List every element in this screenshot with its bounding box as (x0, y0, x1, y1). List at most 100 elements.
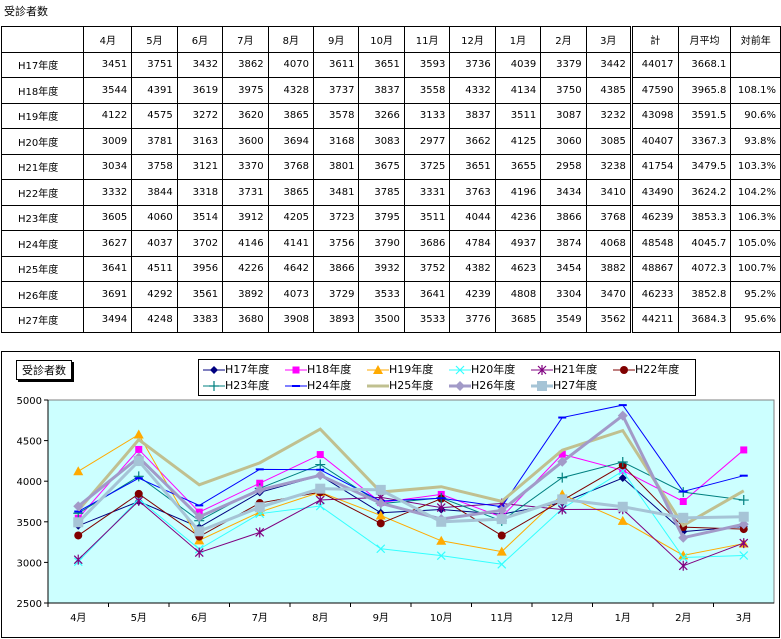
table-cell: 3500 (358, 306, 405, 333)
table-cell: 3479.5 (677, 153, 732, 180)
legend-label: H17年度 (225, 363, 270, 376)
table-cell: 3591.5 (677, 102, 732, 129)
table-cell: 3684.3 (677, 306, 732, 333)
legend-marker (210, 366, 218, 374)
table-cell: 3694 (267, 128, 315, 155)
row-label: H22年度 (0, 179, 85, 206)
legend-marker (620, 366, 628, 374)
column-header: 1月 (494, 26, 542, 53)
data-point (255, 527, 265, 538)
x-tick-label: 11月 (490, 612, 513, 624)
table-cell: 3083 (358, 128, 405, 155)
table-cell: 3750 (540, 77, 587, 104)
series-line (78, 404, 744, 512)
data-point (557, 472, 568, 483)
table-cell: 3837 (358, 77, 405, 104)
table-cell: 4045.7 (677, 230, 732, 257)
data-point (73, 501, 84, 512)
table-cell: 108.1% (730, 77, 781, 104)
row-label: H17年度 (0, 51, 85, 78)
table-cell: 3605 (83, 204, 133, 231)
table-cell: 3882 (585, 255, 632, 282)
table-cell: 3651 (358, 51, 405, 78)
data-point (738, 519, 749, 530)
table-cell: 3410 (585, 179, 632, 206)
data-point (316, 451, 324, 459)
table-header-row: 4月 5月 6月 7月 8月 9月 10月 11月 12月 1月 2月 3月計月平均 対前年 (0, 26, 781, 53)
table-row: H24年度 3627 4037 3702 4146 4141 3756 3790 3686 478… (0, 230, 781, 257)
table-cell: 3558 (403, 77, 451, 104)
table-row: H18年度 3544 4391 3619 3975 4328 3737 3837 3558 433… (0, 77, 781, 104)
table-cell: 3752 (403, 255, 451, 282)
column-header: 10月 (358, 26, 405, 53)
data-point (256, 479, 264, 487)
table-cell: 3865 (267, 179, 315, 206)
legend-swatch (285, 385, 307, 387)
table-cell: 3837 (449, 102, 496, 129)
y-tick-label: 4000 (17, 477, 42, 488)
column-header: 7月 (222, 26, 269, 53)
data-point (194, 526, 205, 537)
table-cell: 3862 (222, 51, 269, 78)
data-point (73, 554, 83, 565)
table-cell: 4141 (267, 230, 315, 257)
table-row: H20年度 3009 3781 3163 3600 3694 3168 3083 2977 366… (0, 128, 781, 155)
data-point (133, 456, 144, 467)
table-cell: 2958 (540, 153, 587, 180)
table-cell: 3600 (222, 128, 269, 155)
data-point (617, 501, 628, 512)
data-point (557, 504, 567, 515)
table-cell: 3641 (403, 281, 451, 308)
table-cell: 3562 (585, 306, 632, 333)
legend-marker (373, 365, 383, 374)
row-label: H26年度 (0, 281, 85, 308)
table-cell: 4196 (494, 179, 542, 206)
legend-swatch (367, 365, 389, 374)
legend-item: H17年度 (203, 361, 269, 377)
table-cell: 3367.3 (677, 128, 732, 155)
column-header: 11月 (403, 26, 451, 53)
table-cell: 3561 (176, 281, 224, 308)
table-cell: 3751 (131, 51, 178, 78)
legend-swatch (449, 381, 471, 391)
table-cell: 3238 (585, 153, 632, 180)
data-point (738, 511, 749, 522)
table-cell: 3965.8 (677, 77, 732, 104)
table-cell: 3627 (83, 230, 133, 257)
column-header: 5月 (131, 26, 178, 53)
data-point (73, 466, 84, 476)
legend-marker (455, 381, 465, 391)
table-cell: 3370 (222, 153, 269, 180)
data-point (496, 505, 507, 516)
legend-marker (209, 381, 219, 391)
table-cell: 3956 (176, 255, 224, 282)
table-cell: 4382 (449, 255, 496, 282)
row-label: H27年度 (0, 306, 85, 333)
table-cell: 3795 (358, 204, 405, 231)
table-cell: 3731 (222, 179, 269, 206)
data-point (436, 516, 447, 527)
data-point (497, 559, 507, 569)
data-point (134, 489, 143, 498)
series-H25年度 (77, 427, 745, 528)
table-cell: 44017 (629, 51, 679, 78)
legend-item: H24年度 (285, 377, 351, 393)
table-cell: 3085 (585, 128, 632, 155)
legend-label: H19年度 (389, 363, 434, 376)
series-line (77, 433, 744, 556)
table-cell: 3685 (494, 306, 542, 333)
table-cell: 3549 (540, 306, 587, 333)
table-cell: 4037 (131, 230, 178, 257)
table-cell: 4070 (267, 51, 315, 78)
table-cell: 3975 (222, 77, 269, 104)
legend-marker (537, 381, 547, 391)
table-cell: 3232 (585, 102, 632, 129)
table-cell: 4060 (131, 204, 178, 231)
column-header: 8月 (267, 26, 315, 53)
table-cell: 44211 (629, 306, 679, 333)
data-point (557, 494, 568, 505)
table-cell: 4146 (222, 230, 269, 257)
table-cell: 3133 (403, 102, 451, 129)
table-cell: 46239 (629, 204, 679, 231)
row-label: H18年度 (0, 77, 85, 104)
